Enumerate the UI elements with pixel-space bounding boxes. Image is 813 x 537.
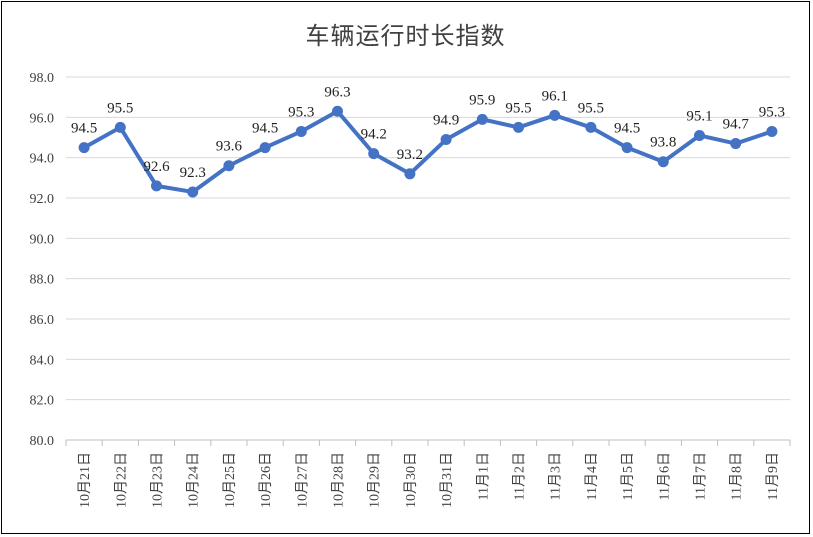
data-point xyxy=(657,156,669,168)
y-tick-label: 90.0 xyxy=(30,232,55,247)
data-point xyxy=(585,121,597,133)
x-tick-label: 11月3日 xyxy=(548,452,564,500)
data-label: 94.7 xyxy=(723,117,750,133)
y-tick-label: 84.0 xyxy=(30,353,55,368)
data-point xyxy=(549,109,561,121)
x-tick-label: 10月28日 xyxy=(331,452,347,508)
data-label: 96.3 xyxy=(324,84,350,100)
x-tick-label: 11月5日 xyxy=(620,452,636,500)
x-tick-label: 10月26日 xyxy=(258,452,274,508)
data-point xyxy=(766,125,778,137)
data-label: 95.5 xyxy=(107,100,133,116)
data-label: 95.3 xyxy=(288,104,314,120)
y-tick-label: 96.0 xyxy=(30,111,55,126)
data-point xyxy=(621,142,633,154)
x-tick-label: 10月27日 xyxy=(294,452,310,508)
data-label: 95.3 xyxy=(759,104,785,120)
data-label: 93.2 xyxy=(397,147,423,163)
x-tick-label: 10月29日 xyxy=(367,452,383,508)
y-tick-label: 80.0 xyxy=(30,434,55,449)
data-label: 94.5 xyxy=(614,121,640,137)
x-tick-label: 10月24日 xyxy=(186,452,202,508)
series-line xyxy=(82,109,774,194)
data-point xyxy=(440,134,452,146)
data-point xyxy=(295,125,307,137)
x-tick-label: 11月7日 xyxy=(693,452,709,500)
x-tick-label: 10月31日 xyxy=(439,452,455,508)
y-tick-label: 82.0 xyxy=(30,394,55,409)
y-tick-label: 94.0 xyxy=(30,152,55,167)
chart-title: 车辆运行时长指数 xyxy=(305,22,506,50)
x-tick-label: 10月25日 xyxy=(222,452,238,508)
data-point xyxy=(513,121,524,133)
data-label: 94.2 xyxy=(361,127,387,143)
data-point xyxy=(78,142,90,154)
data-point xyxy=(259,142,271,154)
data-label: 93.8 xyxy=(650,135,676,151)
data-label: 93.6 xyxy=(216,139,243,155)
data-point xyxy=(332,105,343,117)
y-tick-label: 88.0 xyxy=(30,273,55,288)
data-label: 92.3 xyxy=(180,165,206,181)
data-point xyxy=(404,168,416,180)
x-tick-label: 11月2日 xyxy=(512,452,528,500)
y-tick-label: 86.0 xyxy=(30,313,55,328)
x-tick-label: 10月22日 xyxy=(113,452,129,508)
x-tick-label: 10月21日 xyxy=(77,452,93,508)
data-point xyxy=(368,148,380,160)
x-tick-label: 10月23日 xyxy=(150,452,166,508)
x-tick-label: 11月8日 xyxy=(729,452,745,500)
data-label: 92.6 xyxy=(143,159,170,175)
data-label: 94.5 xyxy=(71,121,97,137)
data-point xyxy=(151,180,162,192)
data-label: 94.5 xyxy=(252,121,278,137)
x-tick-label: 11月4日 xyxy=(584,452,600,500)
data-label: 95.5 xyxy=(578,100,604,116)
data-label: 95.1 xyxy=(686,108,712,124)
data-point xyxy=(114,121,126,133)
data-label: 95.9 xyxy=(469,92,495,108)
x-tick-label: 11月1日 xyxy=(475,452,491,500)
data-point xyxy=(187,186,199,198)
data-label: 95.5 xyxy=(505,100,531,116)
data-point xyxy=(730,138,742,150)
x-tick-label: 10月30日 xyxy=(403,452,419,508)
data-point xyxy=(694,129,705,141)
y-tick-label: 92.0 xyxy=(30,192,55,207)
data-label: 94.9 xyxy=(433,113,459,129)
data-point xyxy=(476,113,488,125)
x-tick-label: 11月9日 xyxy=(765,452,781,500)
data-label: 96.1 xyxy=(542,88,568,104)
data-point xyxy=(223,160,235,172)
x-tick-label: 11月6日 xyxy=(656,452,672,500)
y-tick-label: 98.0 xyxy=(30,71,55,86)
